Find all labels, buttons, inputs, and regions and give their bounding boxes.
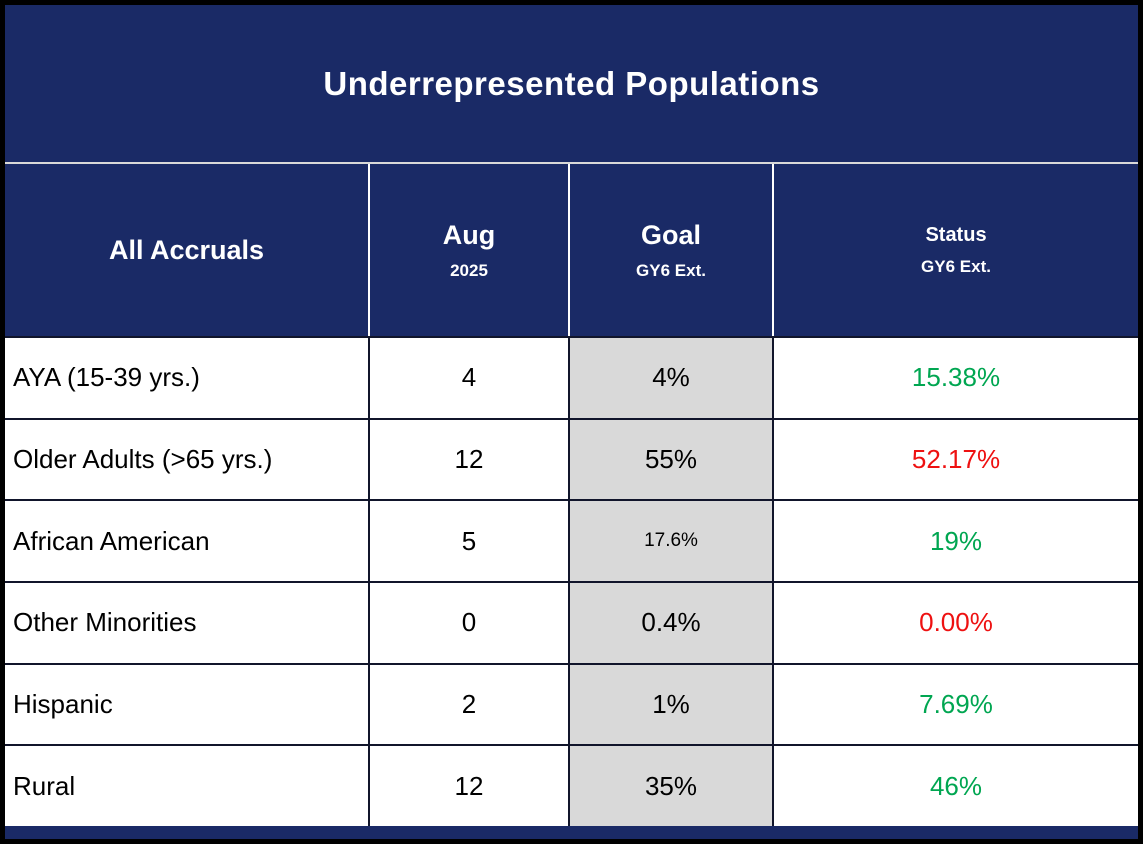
header-goal: Goal GY6 Ext. xyxy=(568,164,772,336)
goal-value-cell: 4% xyxy=(568,336,772,418)
row-label: Rural xyxy=(5,744,368,826)
header-goal-sublabel: GY6 Ext. xyxy=(636,260,706,280)
row-label: Other Minorities xyxy=(5,580,368,663)
status-value-cell: 7.69% xyxy=(772,662,1138,745)
goal-value-cell: 55% xyxy=(568,417,772,500)
aug-value-cell: 12 xyxy=(368,417,568,500)
aug-value-cell: 5 xyxy=(368,499,568,581)
aug-value-cell: 2 xyxy=(368,662,568,745)
header-aug: Aug 2025 xyxy=(368,164,568,336)
accruals-table: All Accruals Aug 2025 Goal GY6 Ext. Stat… xyxy=(5,162,1138,826)
status-value-cell: 52.17% xyxy=(772,417,1138,500)
goal-value-cell: 1% xyxy=(568,662,772,745)
title-bar: Underrepresented Populations xyxy=(5,5,1138,162)
status-value-cell: 15.38% xyxy=(772,336,1138,418)
aug-value-cell: 4 xyxy=(368,336,568,418)
header-status-sublabel: GY6 Ext. xyxy=(921,256,991,276)
aug-value-cell: 0 xyxy=(368,580,568,663)
goal-value-cell: 17.6% xyxy=(568,499,772,581)
status-value-cell: 46% xyxy=(772,744,1138,826)
status-value-cell: 0.00% xyxy=(772,580,1138,663)
row-label: Older Adults (>65 yrs.) xyxy=(5,417,368,500)
header-all-accruals-label: All Accruals xyxy=(108,234,265,265)
header-aug-label: Aug xyxy=(442,219,496,250)
row-label: AYA (15-39 yrs.) xyxy=(5,336,368,418)
header-status: Status GY6 Ext. xyxy=(772,164,1138,336)
header-all-accruals: All Accruals xyxy=(5,164,368,336)
header-aug-sublabel: 2025 xyxy=(450,260,488,280)
page-title: Underrepresented Populations xyxy=(323,64,820,102)
status-value-cell: 19% xyxy=(772,499,1138,581)
goal-value-cell: 0.4% xyxy=(568,580,772,663)
header-status-label: Status xyxy=(925,223,987,246)
row-label: African American xyxy=(5,499,368,581)
row-label: Hispanic xyxy=(5,662,368,745)
aug-value-cell: 12 xyxy=(368,744,568,826)
header-goal-label: Goal xyxy=(640,219,701,250)
goal-value-cell: 35% xyxy=(568,744,772,826)
